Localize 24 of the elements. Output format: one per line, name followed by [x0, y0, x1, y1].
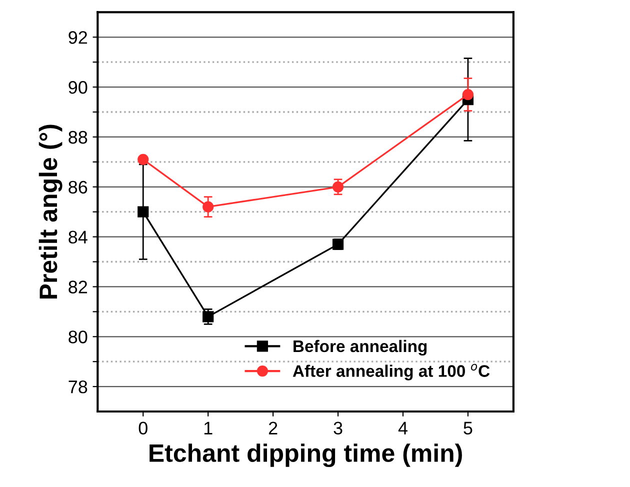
- point: [202, 311, 214, 322]
- y-tick-label: 84: [68, 230, 88, 244]
- point: [202, 201, 214, 212]
- point: [138, 206, 149, 218]
- x-tick-label: 5: [464, 422, 472, 434]
- y-tick-label: 92: [68, 31, 88, 44]
- y-tick-label: 80: [68, 330, 88, 344]
- y-tick-label: 82: [68, 280, 88, 294]
- y-tick-label: 78: [68, 380, 88, 394]
- y-tick-label: 86: [68, 180, 88, 194]
- legend-label: Before annealing: [294, 340, 427, 356]
- x-tick-label: 4: [398, 422, 408, 434]
- x-tick-label: 0: [138, 422, 148, 434]
- y-tick-label: 90: [68, 80, 88, 94]
- x-tick-label: 3: [334, 422, 342, 434]
- legend-label: After annealing at 100 $^{o}$C: [292, 364, 490, 380]
- y-axis-title: Pretilt angle (°): [38, 124, 62, 299]
- x-tick-label: 1: [204, 422, 212, 434]
- point: [138, 154, 149, 165]
- x-tick-label: 2: [268, 422, 278, 434]
- y-tick-label: 88: [68, 130, 88, 144]
- point: [462, 88, 474, 100]
- x-axis-title: Etchant dipping time (min): [150, 444, 462, 468]
- point: [332, 181, 344, 192]
